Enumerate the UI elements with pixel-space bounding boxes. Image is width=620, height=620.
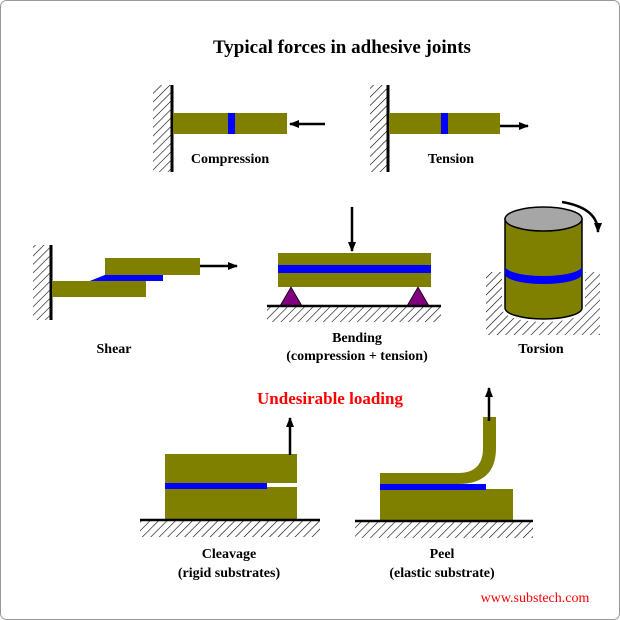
ground-hatch — [140, 521, 320, 537]
adhesive-layer — [380, 484, 486, 490]
wall-hatch — [153, 85, 172, 172]
cleavage-sub-label: (rigid substrates) — [178, 566, 281, 581]
lower-substrate — [165, 487, 297, 520]
tension-figure — [370, 85, 529, 172]
left-support — [279, 286, 303, 307]
cleavage-label: Cleavage — [202, 547, 256, 562]
upper-substrate — [165, 454, 297, 483]
cylinder — [504, 218, 583, 320]
peel-label: Peel — [430, 547, 455, 562]
compression-label: Compression — [191, 152, 270, 167]
bending-sub-label: (compression + tension) — [286, 349, 428, 364]
compression-figure — [153, 85, 325, 172]
title: Typical forces in adhesive joints — [213, 37, 471, 58]
adhesive-layer — [165, 483, 267, 489]
upper-substrate — [105, 258, 200, 275]
ground-hatch — [355, 522, 533, 538]
adhesive-band — [505, 266, 582, 284]
undesirable-loading-heading: Undesirable loading — [257, 389, 403, 408]
peeling-strip — [380, 417, 496, 484]
shear-figure — [33, 245, 238, 320]
tension-label: Tension — [428, 152, 474, 167]
lower-substrate — [52, 281, 146, 297]
bending-label: Bending — [332, 331, 382, 346]
right-support — [406, 286, 430, 307]
wall-hatch — [370, 85, 388, 172]
adhesive-layer — [441, 113, 448, 134]
torsion-figure — [486, 200, 602, 335]
ground-hatch — [267, 307, 441, 322]
peel-sub-label: (elastic substrate) — [389, 566, 495, 581]
lower-substrate — [380, 489, 513, 521]
rotation-arrow — [561, 200, 602, 233]
adhesive-layer — [278, 265, 431, 273]
adhesive-layer — [228, 113, 235, 134]
wall-hatch — [33, 245, 51, 320]
bending-figure — [267, 207, 441, 322]
watermark-url: www.substech.com — [481, 591, 590, 606]
cylinder-top — [504, 206, 583, 232]
shear-label: Shear — [97, 342, 132, 357]
peel-figure — [355, 387, 533, 538]
torsion-label: Torsion — [518, 342, 564, 357]
cleavage-figure — [140, 417, 320, 537]
